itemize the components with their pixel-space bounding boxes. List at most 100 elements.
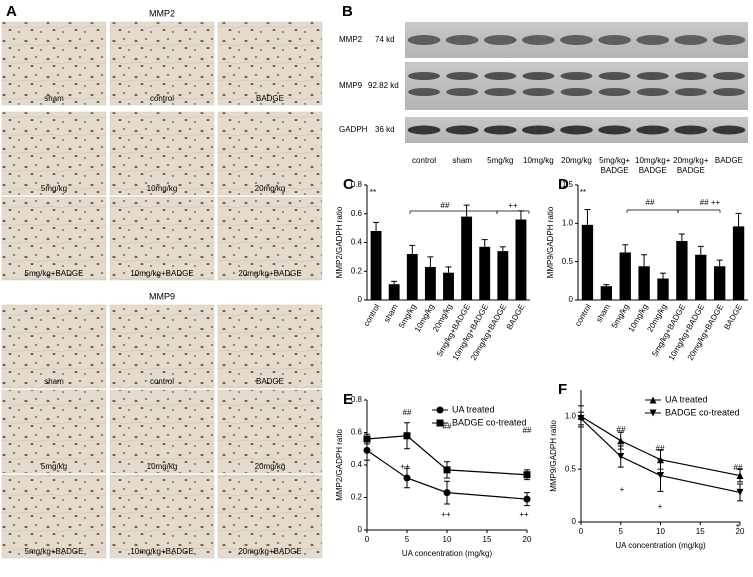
micrograph-label: 10mg/kg+BADGE bbox=[130, 269, 193, 278]
x-tick-label: sham bbox=[382, 302, 400, 324]
series-line bbox=[580, 415, 741, 477]
micrograph bbox=[1, 196, 107, 281]
legend-label: BADGE co-treated bbox=[665, 407, 740, 417]
blot-band bbox=[560, 35, 593, 45]
annotation: ## ++ bbox=[700, 198, 721, 207]
group-title: MMP2 bbox=[149, 8, 175, 18]
y-axis-label: MMP2/GADPH ratio bbox=[335, 429, 344, 501]
panel-label: A bbox=[6, 3, 17, 20]
micrograph-label: control bbox=[150, 377, 174, 386]
blot-band bbox=[483, 35, 517, 45]
y-tick-label: 0 bbox=[358, 525, 363, 534]
legend-marker bbox=[436, 406, 444, 414]
x-tick-label: control bbox=[362, 302, 382, 327]
bar bbox=[479, 246, 491, 300]
y-axis-label: MMP2/GADPH ratio bbox=[335, 206, 344, 278]
blot-band bbox=[712, 88, 745, 96]
micrograph bbox=[217, 196, 323, 281]
micrograph-label: sham bbox=[44, 377, 64, 386]
blot-band bbox=[674, 125, 708, 135]
protein-size: 36 kd bbox=[375, 125, 395, 134]
blot-band bbox=[598, 35, 631, 45]
micrograph bbox=[109, 21, 215, 106]
micrograph bbox=[1, 111, 107, 196]
blot-band bbox=[598, 88, 631, 96]
x-tick-label: 0 bbox=[579, 527, 584, 536]
annotation: + bbox=[620, 485, 625, 494]
blot-band bbox=[408, 88, 441, 96]
blot-band bbox=[636, 125, 670, 135]
panel-label: E bbox=[343, 391, 353, 408]
annotation: ## bbox=[734, 463, 743, 472]
micrograph-label: 5mg/kg+BADGE bbox=[25, 547, 84, 556]
y-tick-label: 0.5 bbox=[565, 464, 577, 473]
micrograph-label: 5mg/kg bbox=[41, 462, 67, 471]
x-tick-label: BADGE bbox=[722, 303, 744, 332]
protein-name: GADPH bbox=[339, 125, 368, 134]
data-point bbox=[617, 437, 625, 445]
legend-marker bbox=[649, 396, 657, 404]
bar bbox=[732, 226, 745, 300]
blot-band bbox=[674, 35, 708, 45]
y-tick-label: 0.6 bbox=[351, 428, 363, 437]
blot-strip bbox=[405, 62, 748, 110]
annotation: ++ bbox=[441, 510, 451, 519]
lane-label: BADGE bbox=[715, 156, 743, 165]
annotation: + bbox=[736, 521, 741, 530]
lane-label: 20mg/kg+ bbox=[673, 156, 709, 165]
annotation: ## bbox=[656, 444, 665, 453]
y-tick-label: 0.8 bbox=[351, 395, 363, 404]
panel-label: C bbox=[343, 176, 354, 193]
legend-label: BADGE co-treated bbox=[452, 417, 527, 427]
data-point bbox=[657, 472, 664, 480]
blot-band bbox=[484, 88, 517, 96]
lane-label: BADGE bbox=[677, 166, 705, 175]
legend-label: UA treated bbox=[452, 404, 495, 414]
micrograph bbox=[1, 474, 107, 559]
data-point bbox=[443, 489, 451, 497]
bar bbox=[676, 240, 688, 300]
micrograph bbox=[1, 389, 107, 474]
blot-band bbox=[560, 125, 593, 135]
micrograph bbox=[217, 389, 323, 474]
bar bbox=[497, 251, 509, 300]
panel-label: D bbox=[558, 176, 569, 193]
lane-label: sham bbox=[452, 156, 472, 165]
annotation: ## bbox=[441, 201, 450, 210]
annotation: + bbox=[658, 502, 663, 511]
blot-band bbox=[560, 72, 593, 80]
data-point bbox=[523, 495, 531, 503]
micrograph-label: 5mg/kg bbox=[41, 184, 67, 193]
annotation: ## bbox=[523, 426, 532, 435]
y-tick-label: 0.2 bbox=[351, 266, 363, 275]
bar bbox=[600, 286, 612, 300]
micrograph-label: 20mg/kg+BADGE bbox=[238, 269, 301, 278]
y-tick-label: 1.0 bbox=[562, 218, 574, 227]
y-tick-label: 0.2 bbox=[351, 493, 363, 502]
lane-label: 10mg/kg bbox=[523, 156, 554, 165]
lane-label: 5mg/kg bbox=[487, 156, 513, 165]
data-point bbox=[523, 471, 531, 479]
micrograph bbox=[217, 21, 323, 106]
annotation: ++ bbox=[519, 510, 529, 519]
micrograph bbox=[1, 304, 107, 389]
blot-band bbox=[598, 125, 631, 135]
micrograph-label: 20mg/kg+BADGE bbox=[238, 547, 301, 556]
x-tick-label: sham bbox=[594, 302, 612, 324]
annotation: ## bbox=[646, 198, 655, 207]
blot-band bbox=[636, 72, 669, 80]
lane-label: control bbox=[412, 156, 436, 165]
data-point bbox=[403, 474, 411, 482]
bar bbox=[424, 266, 436, 300]
micrograph-label: control bbox=[150, 94, 174, 103]
annotation: ** bbox=[370, 188, 376, 197]
micrograph-label: 5mg/kg+BADGE bbox=[25, 269, 84, 278]
y-tick-label: 1.0 bbox=[565, 412, 577, 421]
micrograph-label: BADGE bbox=[256, 94, 284, 103]
protein-size: 92.82 kd bbox=[368, 81, 399, 90]
data-point bbox=[617, 453, 625, 461]
bar bbox=[388, 284, 400, 300]
blot-band bbox=[522, 125, 555, 135]
legend-marker bbox=[436, 419, 444, 427]
